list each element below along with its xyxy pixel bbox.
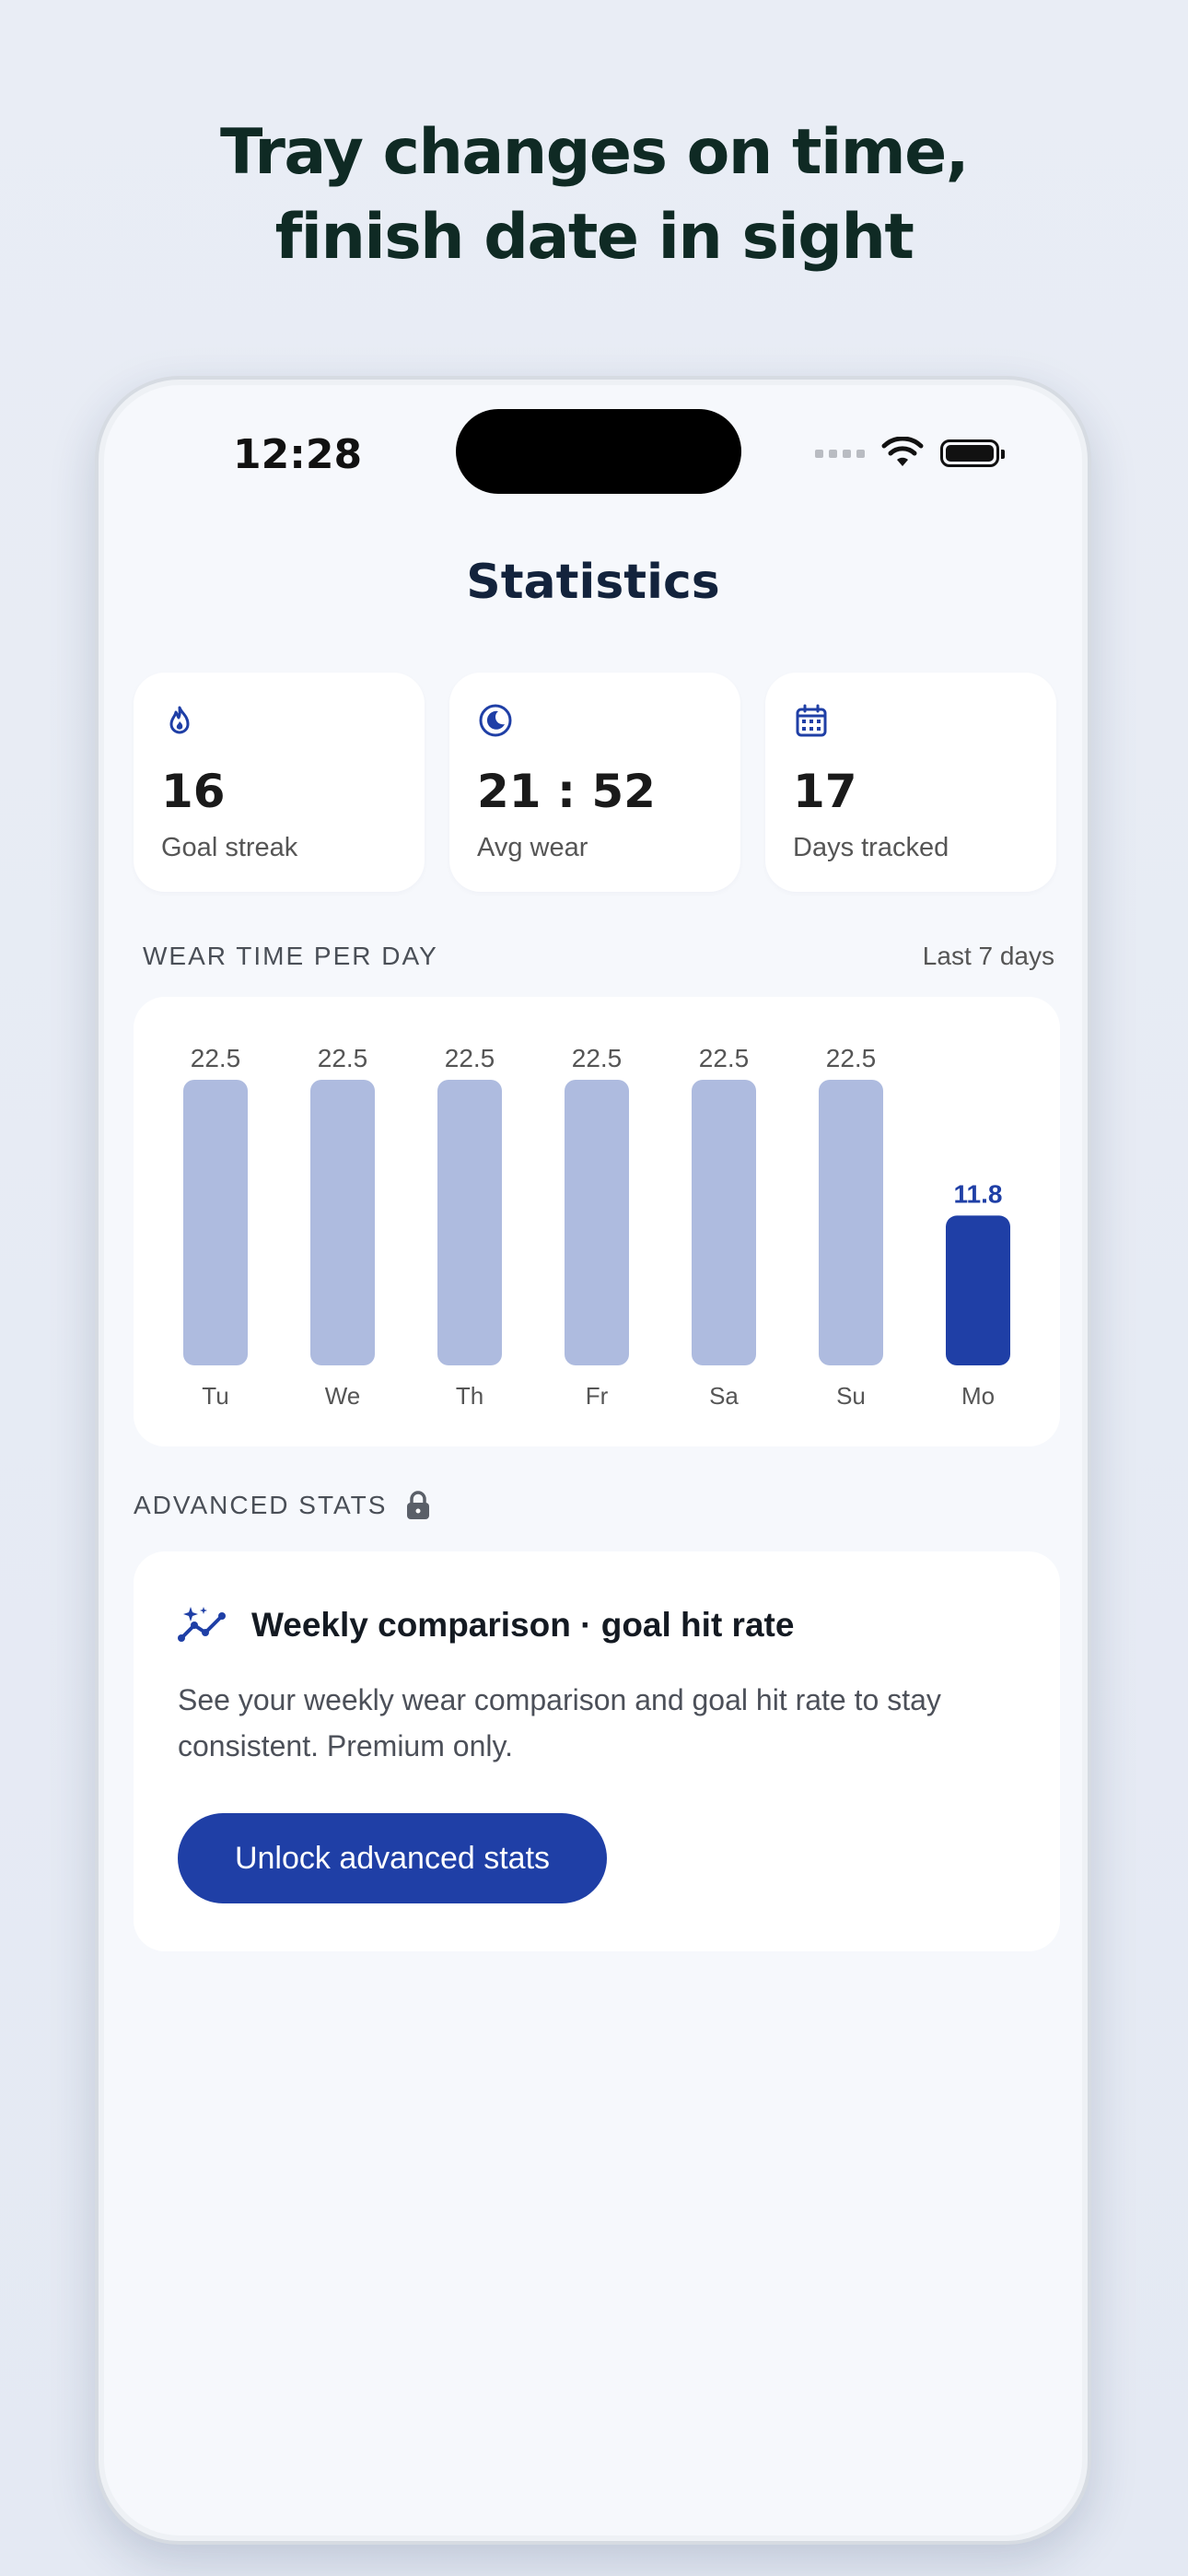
battery-icon xyxy=(940,439,1005,467)
stat-value: 16 xyxy=(161,765,226,818)
advanced-description: See your weekly wear comparison and goal… xyxy=(178,1683,941,1762)
calendar-icon xyxy=(796,704,827,737)
day-tick-label: Su xyxy=(836,1382,866,1410)
advanced-title-row: Weekly comparison · goal hit rate xyxy=(178,1605,794,1645)
bar-we xyxy=(310,1080,375,1365)
flame-icon xyxy=(169,706,190,734)
stat-card-goal-streak: 16 Goal streak xyxy=(134,673,425,892)
headline-line-2: finish date in sight xyxy=(274,201,914,274)
wifi-icon xyxy=(881,437,924,466)
stat-label: Days tracked xyxy=(793,833,949,862)
bar-fr xyxy=(565,1080,629,1365)
day-tick-label: Tu xyxy=(202,1382,228,1410)
phone-frame: 12:28 Statistics 16 Goal streak 21 : 52 … xyxy=(95,376,1091,2545)
lock-icon xyxy=(407,1491,430,1519)
cellular-signal-icon xyxy=(815,449,865,458)
bar-su xyxy=(819,1080,883,1365)
unlock-advanced-stats-button[interactable]: Unlock advanced stats xyxy=(178,1813,607,1903)
status-time: 12:28 xyxy=(233,431,363,478)
advanced-stats-card: Weekly comparison · goal hit rate See yo… xyxy=(134,1551,1060,1951)
bar-value-label: 22.5 xyxy=(699,1044,750,1072)
bar-value-label: 22.5 xyxy=(318,1044,368,1072)
headline-line-1: Tray changes on time, xyxy=(219,116,970,189)
day-tick-label: Sa xyxy=(709,1382,739,1410)
stat-label: Avg wear xyxy=(477,833,588,862)
bar-value-label: 22.5 xyxy=(826,1044,877,1072)
day-tick-label: Fr xyxy=(586,1382,609,1410)
dynamic-island xyxy=(456,409,741,494)
bar-value-label: 22.5 xyxy=(191,1044,241,1072)
bar-value-label: 11.8 xyxy=(954,1179,1003,1208)
range-label: Last 7 days xyxy=(922,942,1054,970)
day-tick-label: Th xyxy=(456,1382,483,1410)
bar-value-label: 22.5 xyxy=(572,1044,623,1072)
advanced-stats-section-label: ADVANCED STATS xyxy=(134,1491,388,1519)
day-tick-label: We xyxy=(325,1382,361,1410)
stat-card-avg-wear: 21 : 52 Avg wear xyxy=(449,673,740,892)
wear-time-section-label: WEAR TIME PER DAY xyxy=(143,942,438,970)
advanced-stats-label-row: ADVANCED STATS xyxy=(134,1491,431,1520)
status-icons xyxy=(815,437,1005,470)
bar-sa xyxy=(692,1080,756,1365)
trend-sparkle-icon xyxy=(178,1607,226,1642)
bar-value-label: 22.5 xyxy=(445,1044,495,1072)
stat-card-days-tracked: 17 Days tracked xyxy=(765,673,1056,892)
screen-title: Statistics xyxy=(466,555,720,610)
advanced-title: Weekly comparison · goal hit rate xyxy=(251,1606,795,1644)
wear-time-chart-card: 22.5 Tu 22.5 We 22.5 Th 22.5 Fr 22.5 Sa 22.5 Su 11.8… xyxy=(134,997,1060,1446)
stat-value: 17 xyxy=(793,765,857,818)
bar-tu xyxy=(183,1080,248,1365)
wear-time-bar-chart: 22.5 Tu 22.5 We 22.5 Th 22.5 Fr 22.5 Sa 22.5 Su 11.8… xyxy=(183,1044,1010,1410)
stat-label: Goal streak xyxy=(161,833,298,862)
day-tick-label: Mo xyxy=(961,1382,995,1410)
marketing-headline: Tray changes on time, finish date in sig… xyxy=(0,111,1188,280)
bar-th xyxy=(437,1080,502,1365)
bar-mo xyxy=(946,1215,1010,1365)
stat-value: 21 : 52 xyxy=(477,765,656,818)
moon-icon xyxy=(479,704,512,737)
